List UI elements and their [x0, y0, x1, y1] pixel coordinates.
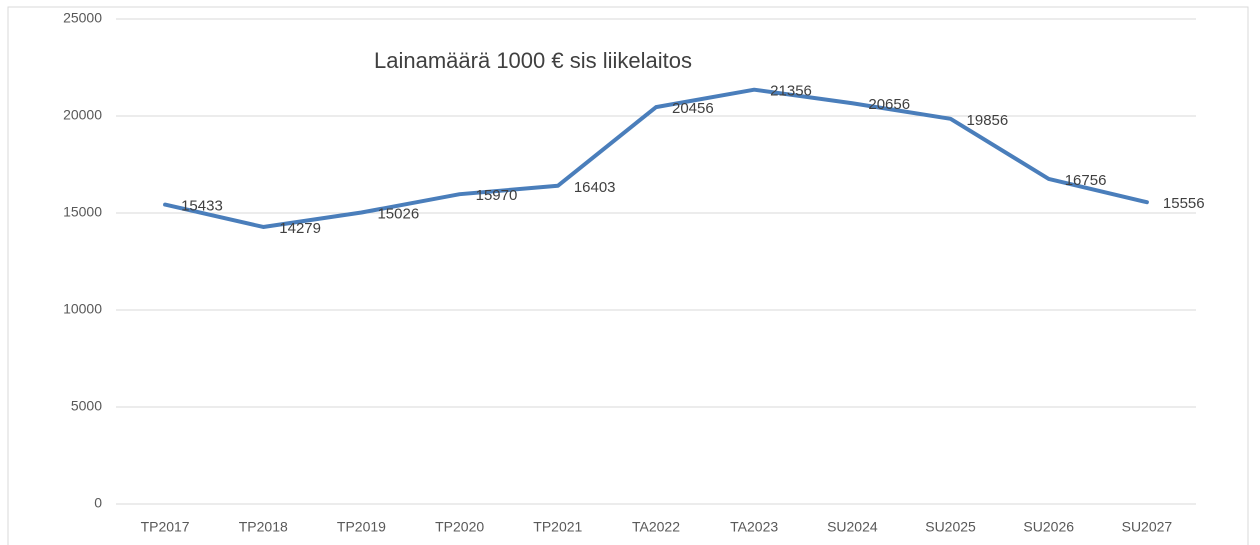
x-tick-label: SU2027 — [1122, 519, 1173, 535]
data-label: 16403 — [574, 179, 616, 196]
y-tick-label: 0 — [94, 495, 102, 511]
data-label: 15433 — [181, 198, 223, 215]
x-tick-label: SU2026 — [1023, 519, 1074, 535]
data-label: 20656 — [868, 96, 910, 113]
x-tick-label: TA2022 — [632, 519, 680, 535]
data-label: 21356 — [770, 83, 812, 100]
x-tick-label: TP2021 — [533, 519, 582, 535]
data-label: 15026 — [377, 205, 419, 222]
data-label: 19856 — [967, 112, 1009, 129]
x-tick-label: SU2025 — [925, 519, 976, 535]
data-label: 14279 — [279, 220, 321, 237]
x-tick-label: TP2020 — [435, 519, 484, 535]
x-tick-label: TP2019 — [337, 519, 386, 535]
data-label: 15556 — [1163, 195, 1205, 212]
chart-title: Lainamäärä 1000 € sis liikelaitos — [374, 48, 692, 73]
y-tick-label: 5000 — [71, 398, 102, 414]
y-tick-label: 25000 — [63, 10, 102, 26]
y-tick-label: 20000 — [63, 107, 102, 123]
chart-border — [7, 6, 1249, 545]
y-tick-label: 10000 — [63, 301, 102, 317]
data-label: 15970 — [476, 187, 518, 204]
x-tick-label: TA2023 — [730, 519, 778, 535]
y-tick-label: 15000 — [63, 204, 102, 220]
x-tick-label: TP2018 — [239, 519, 288, 535]
line — [163, 87, 1149, 229]
data-label: 16756 — [1065, 172, 1107, 189]
x-tick-label: TP2017 — [141, 519, 190, 535]
data-label: 20456 — [672, 100, 714, 117]
x-tick-label: SU2024 — [827, 519, 878, 535]
